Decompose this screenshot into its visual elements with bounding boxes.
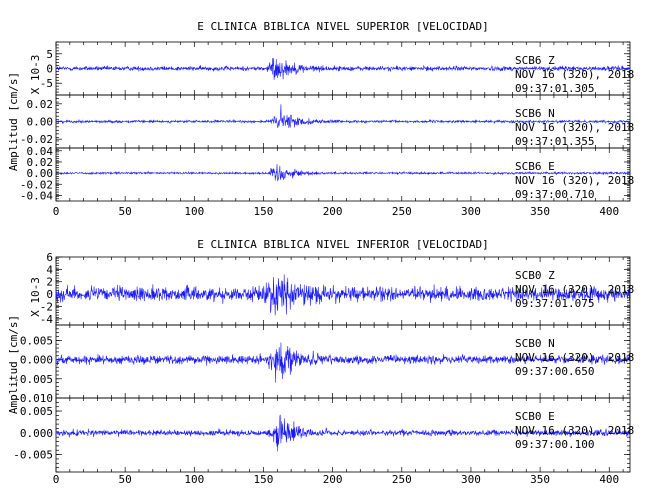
station-label: SCB0 N bbox=[515, 337, 555, 350]
date-label: NOV 16 (320), 2018 bbox=[515, 424, 634, 437]
y-tick-label: 0.005 bbox=[20, 405, 53, 418]
waveform-trace bbox=[55, 274, 631, 316]
waveform-trace bbox=[55, 414, 631, 452]
y-tick-label: 6 bbox=[46, 251, 53, 264]
y-tick-label: -0.005 bbox=[13, 373, 53, 386]
y-tick-label: -0.005 bbox=[13, 449, 53, 462]
waveform-trace bbox=[55, 164, 631, 182]
date-label: NOV 16 (320), 2018 bbox=[515, 68, 634, 81]
y-tick-label: -0.010 bbox=[13, 392, 53, 405]
y-tick-label: 2 bbox=[46, 276, 53, 289]
y-tick-label: -0.02 bbox=[20, 133, 53, 146]
x-tick-label: 300 bbox=[461, 473, 481, 486]
x-tick-label: 400 bbox=[599, 473, 619, 486]
y-tick-label: -5 bbox=[40, 77, 53, 90]
x-tick-label: 250 bbox=[392, 473, 412, 486]
y-tick-label: 0.000 bbox=[20, 427, 53, 440]
y-tick-label: -4 bbox=[40, 313, 54, 326]
x-tick-label: 300 bbox=[461, 205, 481, 218]
station-label: SCB0 E bbox=[515, 410, 555, 423]
y-tick-label: 0.000 bbox=[20, 354, 53, 367]
x-tick-label: 400 bbox=[599, 205, 619, 218]
station-label: SCB6 E bbox=[515, 160, 555, 173]
station-label: SCB6 N bbox=[515, 107, 555, 120]
time-label: 09:37:01.075 bbox=[515, 297, 594, 310]
x-tick-label: 100 bbox=[184, 205, 204, 218]
time-label: 09:37:01.305 bbox=[515, 82, 594, 95]
y-tick-label: -2 bbox=[40, 300, 53, 313]
time-label: 09:37:00.710 bbox=[515, 188, 594, 201]
time-label: 09:37:01.355 bbox=[515, 135, 594, 148]
waveform-trace bbox=[55, 342, 631, 383]
waveform-trace bbox=[55, 58, 631, 80]
y-tick-label: -0.04 bbox=[20, 189, 53, 202]
chart-title: E CLINICA BIBLICA NIVEL INFERIOR [VELOCI… bbox=[197, 238, 488, 251]
x-tick-label: 50 bbox=[119, 473, 132, 486]
time-label: 09:37:00.100 bbox=[515, 438, 594, 451]
x-tick-label: 100 bbox=[184, 473, 204, 486]
date-label: NOV 16 (320), 2018 bbox=[515, 121, 634, 134]
x-tick-label: 200 bbox=[323, 473, 343, 486]
station-label: SCB0 Z bbox=[515, 269, 555, 282]
y-tick-label: 0.02 bbox=[27, 98, 54, 111]
scale-factor-label: X 10-3 bbox=[29, 55, 42, 95]
y-tick-label: 0 bbox=[46, 63, 53, 76]
x-tick-label: 250 bbox=[392, 205, 412, 218]
x-tick-label: 0 bbox=[53, 205, 60, 218]
y-tick-label: 0.04 bbox=[27, 145, 54, 158]
chart-nivel-superior: E CLINICA BIBLICA NIVEL SUPERIOR [VELOCI… bbox=[7, 20, 634, 218]
chart-nivel-inferior: E CLINICA BIBLICA NIVEL INFERIOR [VELOCI… bbox=[7, 238, 634, 486]
y-tick-label: 0 bbox=[46, 288, 53, 301]
time-label: 09:37:00.650 bbox=[515, 365, 594, 378]
y-axis-label: Amplitud [cm/s] bbox=[7, 72, 20, 171]
y-tick-label: 0.00 bbox=[27, 167, 54, 180]
x-tick-label: 150 bbox=[254, 205, 274, 218]
x-tick-label: 0 bbox=[53, 473, 60, 486]
date-label: NOV 16 (320), 2018 bbox=[515, 174, 634, 187]
y-tick-label: 0.02 bbox=[27, 156, 54, 169]
date-label: NOV 16 (320), 2018 bbox=[515, 283, 634, 296]
y-tick-label: 0.005 bbox=[20, 334, 53, 347]
waveform-trace bbox=[55, 104, 631, 129]
y-axis-label: Amplitud [cm/s] bbox=[7, 315, 20, 414]
x-tick-label: 350 bbox=[530, 473, 550, 486]
y-tick-label: 4 bbox=[46, 263, 53, 276]
chart-title: E CLINICA BIBLICA NIVEL SUPERIOR [VELOCI… bbox=[197, 20, 488, 33]
y-tick-label: 5 bbox=[46, 48, 53, 61]
y-tick-label: -0.02 bbox=[20, 178, 53, 191]
x-tick-label: 50 bbox=[119, 205, 132, 218]
x-tick-label: 200 bbox=[323, 205, 343, 218]
y-tick-label: 0.00 bbox=[27, 116, 54, 129]
scale-factor-label: X 10-3 bbox=[29, 277, 42, 317]
station-label: SCB6 Z bbox=[515, 54, 555, 67]
x-tick-label: 350 bbox=[530, 205, 550, 218]
date-label: NOV 16 (320), 2018 bbox=[515, 351, 634, 364]
x-tick-label: 150 bbox=[254, 473, 274, 486]
